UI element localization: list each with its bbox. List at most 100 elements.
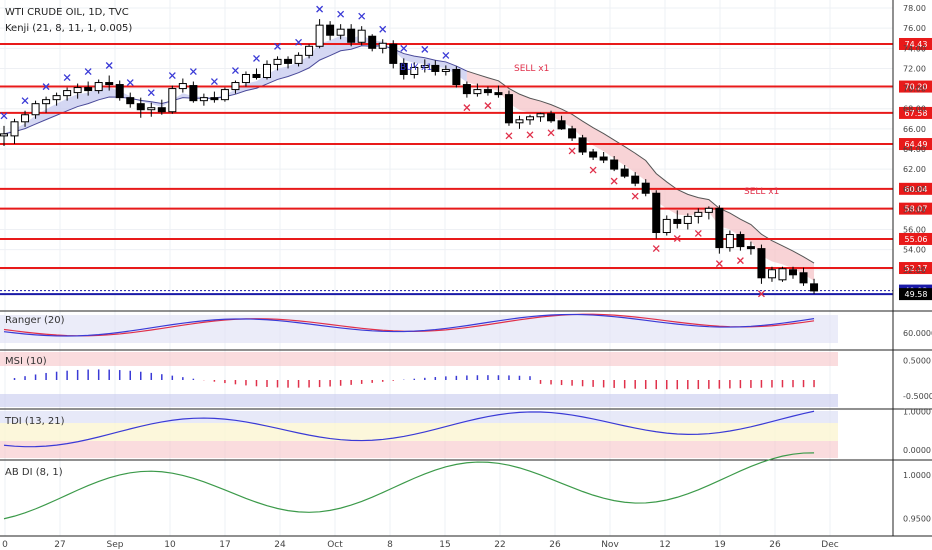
tdi-title: TDI (13, 21) bbox=[4, 416, 65, 427]
candle bbox=[273, 58, 282, 65]
candle bbox=[378, 42, 387, 49]
sell-marker bbox=[589, 166, 597, 174]
candle bbox=[52, 95, 61, 101]
buy-marker bbox=[84, 68, 92, 75]
candles bbox=[0, 19, 819, 294]
candle bbox=[220, 89, 229, 101]
candle bbox=[347, 28, 356, 43]
buy-marker bbox=[337, 10, 345, 18]
candle bbox=[368, 35, 377, 49]
sell-marker bbox=[757, 290, 765, 298]
level-badge-label: 67.58 bbox=[905, 109, 928, 118]
candle bbox=[578, 137, 587, 153]
y-tick-label: 72.00 bbox=[903, 64, 926, 73]
symbol-title: WTI CRUDE OIL, 1D, TVC bbox=[5, 7, 129, 18]
level-badge-label: 60.04 bbox=[905, 185, 928, 194]
level-badge bbox=[899, 80, 932, 93]
candle bbox=[410, 66, 419, 75]
level-badge bbox=[899, 37, 932, 50]
buy-marker bbox=[358, 12, 366, 20]
ranger-line-lower bbox=[3, 313, 815, 337]
level-badge-label: 74.43 bbox=[905, 40, 928, 49]
candle bbox=[399, 62, 408, 75]
candle bbox=[263, 63, 271, 79]
candle bbox=[84, 87, 93, 92]
buy-marker bbox=[105, 62, 113, 69]
abdi-line bbox=[3, 452, 815, 520]
level-badge bbox=[899, 106, 932, 119]
buy-marker bbox=[379, 25, 387, 33]
abdi-title: AB DI (8, 1) bbox=[5, 467, 63, 478]
signal-markers bbox=[0, 5, 765, 298]
candle bbox=[357, 29, 366, 43]
msi-tick: 0.5000 bbox=[903, 357, 931, 366]
x-tick-label: 0 bbox=[2, 540, 8, 550]
x-tick-label: 17 bbox=[219, 540, 230, 550]
msi-upper-zone bbox=[0, 352, 838, 366]
level-badge-label: 64.49 bbox=[905, 140, 928, 149]
y-tick-label: 62.00 bbox=[903, 165, 926, 174]
x-tick-label: Oct bbox=[327, 540, 343, 550]
y-tick-label: 52.00 bbox=[903, 266, 926, 275]
x-tick-label: 27 bbox=[54, 540, 65, 550]
y-tick-label: 60.00 bbox=[903, 185, 926, 194]
candle bbox=[284, 58, 293, 64]
x-tick-label: 12 bbox=[659, 540, 670, 550]
msi-title: MSI (10) bbox=[5, 356, 47, 367]
x-tick-label: 26 bbox=[769, 540, 781, 550]
x-tick-label: 15 bbox=[439, 540, 450, 550]
candle bbox=[420, 64, 429, 68]
ranger-band bbox=[0, 315, 838, 343]
buy-marker bbox=[316, 5, 324, 13]
candle bbox=[568, 128, 577, 139]
indicator-label: Kenji (21, 8, 11, 1, 0.005) bbox=[5, 23, 132, 34]
candle bbox=[557, 120, 566, 130]
candle bbox=[431, 64, 440, 72]
sell-marker bbox=[526, 131, 534, 139]
candle bbox=[105, 82, 114, 86]
x-tick-label: Dec bbox=[821, 540, 838, 550]
ranger-title: Ranger (20) bbox=[5, 315, 65, 326]
candle bbox=[652, 192, 661, 234]
candle bbox=[515, 119, 524, 124]
y-tick-label: 78.00 bbox=[903, 4, 926, 13]
sell-marker bbox=[631, 192, 639, 200]
x-tick-label: 19 bbox=[714, 540, 726, 550]
sell-marker bbox=[715, 260, 723, 268]
ranger-tick: 60.0000 bbox=[903, 329, 932, 338]
candle bbox=[147, 107, 156, 111]
buy-marker bbox=[210, 78, 218, 86]
level-badge-label: 70.20 bbox=[905, 83, 928, 92]
candle bbox=[157, 107, 166, 113]
buy-marker bbox=[274, 42, 281, 50]
sell-marker bbox=[736, 257, 744, 265]
y-tick-label: 54.00 bbox=[903, 246, 926, 255]
y-tick-label: 56.00 bbox=[903, 225, 926, 234]
trend-band bbox=[466, 71, 815, 281]
candle bbox=[631, 175, 640, 184]
msi-lower-zone bbox=[0, 394, 838, 407]
x-tick-label: 8 bbox=[387, 540, 393, 550]
candle bbox=[21, 114, 30, 123]
buy-marker bbox=[253, 54, 260, 62]
candle bbox=[42, 99, 51, 105]
sell-marker bbox=[610, 177, 618, 185]
buy-marker bbox=[42, 83, 50, 91]
level-badge bbox=[899, 262, 932, 275]
candle bbox=[252, 73, 261, 79]
candle bbox=[294, 54, 303, 64]
level-badge-label: 55.06 bbox=[905, 235, 928, 244]
candle bbox=[767, 269, 776, 279]
level-badge bbox=[899, 232, 932, 245]
sell-marker bbox=[673, 235, 681, 242]
candle bbox=[736, 234, 745, 248]
level-badge bbox=[899, 182, 932, 195]
candle bbox=[641, 182, 650, 194]
buy-marker bbox=[231, 67, 239, 74]
candle bbox=[725, 234, 734, 249]
candle bbox=[778, 268, 787, 281]
candle bbox=[494, 92, 503, 96]
buy-marker bbox=[400, 44, 408, 52]
candle bbox=[715, 207, 724, 249]
